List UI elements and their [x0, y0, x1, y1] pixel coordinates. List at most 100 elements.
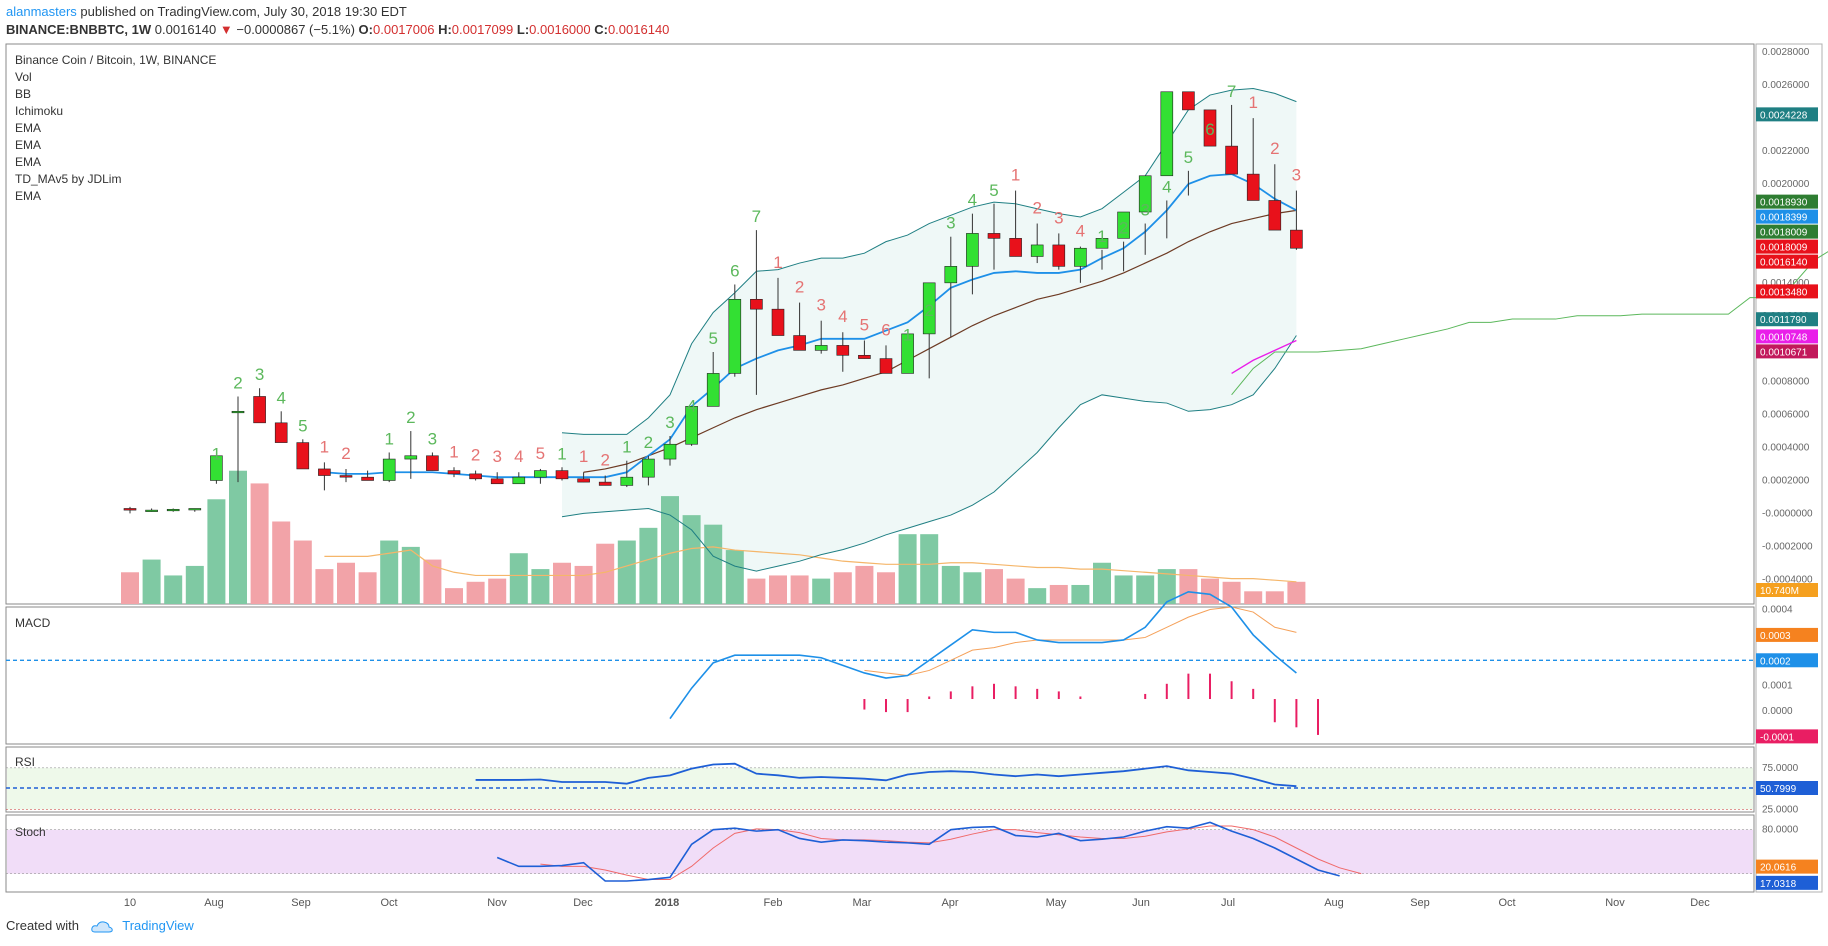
ema-slow-line	[583, 209, 1297, 473]
td-sequential-label: 3	[492, 447, 501, 466]
candle-body	[1290, 229, 1303, 249]
td-sequential-label: 5	[989, 181, 998, 200]
candle-body	[318, 468, 331, 476]
td-sequential-label: 3	[1292, 166, 1301, 185]
macd-pane	[5, 606, 1755, 745]
volume-bar	[833, 572, 852, 604]
td-sequential-label: 1	[1248, 93, 1257, 112]
td-sequential-label: 4	[1076, 222, 1085, 241]
volume-bar	[445, 588, 463, 604]
price-label: 0.0018930	[1760, 198, 1808, 209]
stoch-label: 20.0616	[1760, 863, 1797, 874]
td-sequential-label: 2	[233, 373, 242, 392]
author-link[interactable]: alanmasters	[6, 4, 77, 19]
y-axis-tick-label: -0.0002000	[1762, 541, 1813, 552]
td-sequential-label: 5	[536, 444, 545, 463]
volume-bar	[142, 559, 161, 604]
x-axis-tick-label: Mar	[853, 897, 872, 909]
x-axis-tick-label: 2018	[655, 897, 679, 909]
volume-bar	[1222, 581, 1241, 604]
price-change: −0.0000867 (−5.1%)	[236, 22, 355, 37]
candle-body	[1160, 91, 1174, 177]
stoch-label-bg	[1756, 859, 1818, 874]
candle-body	[1030, 244, 1044, 257]
x-axis-tick-label: Oct	[1498, 897, 1515, 909]
candle-body	[1074, 247, 1087, 267]
candle-body	[577, 478, 590, 483]
macd-signal-line	[864, 606, 1297, 677]
td-sequential-label: 2	[1270, 139, 1279, 158]
candle-body	[620, 476, 634, 486]
volume-bar	[1201, 578, 1219, 604]
price-label: 0.0018399	[1760, 213, 1808, 224]
volume-bar	[509, 553, 528, 604]
td-sequential-label: 1	[773, 253, 782, 272]
price-label-bg	[1756, 209, 1818, 224]
volume-bar	[639, 527, 658, 604]
price-label-bg	[1756, 224, 1818, 239]
volume-bar	[358, 572, 377, 604]
volume-bar	[337, 562, 355, 604]
y-axis-tick-label: 0.0008000	[1762, 377, 1810, 388]
volume-bar	[531, 569, 550, 604]
candle-body	[1095, 238, 1109, 249]
candle-body	[922, 282, 936, 335]
bollinger-lower-line	[561, 335, 1297, 572]
candle-body	[361, 476, 374, 481]
rsi-line	[475, 762, 1297, 788]
td-sequential-label: 3	[1054, 208, 1063, 227]
td-sequential-label: 7	[1227, 82, 1236, 101]
volume-bar	[877, 572, 895, 604]
macd-label-bg	[1756, 627, 1818, 642]
x-axis-tick-label: May	[1046, 897, 1067, 909]
low-label: L:	[516, 22, 530, 37]
tradingview-brand[interactable]: TradingView	[122, 918, 194, 933]
symbol-label[interactable]: BINANCE:BNBBTC, 1W	[6, 22, 152, 37]
candle-body	[1203, 109, 1217, 147]
candle-body	[555, 470, 569, 480]
macd-line	[669, 590, 1297, 720]
close-value: 0.0016140	[607, 22, 670, 37]
volume-bar	[250, 483, 269, 604]
x-axis-tick-label: Nov	[487, 897, 507, 909]
candle-body	[685, 406, 698, 445]
volume-bar	[229, 470, 247, 604]
stoch-band	[7, 829, 1753, 874]
indicator-legend-item: EMA	[15, 189, 41, 203]
created-with-text: Created with	[6, 918, 79, 933]
volume-bar	[985, 569, 1003, 604]
indicator-legend-item: BB	[15, 87, 31, 101]
td-sequential-label: 4	[276, 388, 285, 407]
td-sequential-label: 1	[320, 437, 329, 456]
td-sequential-label: 1	[1097, 227, 1106, 246]
rsi-label-bg	[1756, 781, 1818, 795]
macd-label: 0.0002	[1760, 656, 1791, 667]
y-axis-tick-label: 0.0020000	[1762, 179, 1810, 190]
x-axis-tick-label: Jun	[1132, 897, 1150, 909]
td-sequential-label: 3	[255, 365, 264, 384]
footer: Created with TradingView	[6, 918, 194, 934]
volume-bar	[423, 559, 442, 604]
macd-title: MACD	[15, 616, 51, 630]
volume-bar	[553, 562, 571, 604]
rsi-y-tick-label: 75.0000	[1762, 763, 1799, 774]
price-label: 0.0010748	[1760, 332, 1808, 343]
stoch-y-tick-label: 80.0000	[1762, 825, 1799, 836]
down-arrow-icon: ▼	[219, 22, 233, 37]
volume-bar	[1244, 591, 1263, 604]
td-sequential-label: 5	[708, 329, 717, 348]
candle-body	[663, 443, 677, 460]
y-axis-tick-label: 0.0004000	[1762, 443, 1810, 454]
x-axis-tick-label: Apr	[941, 897, 958, 909]
price-label-bg	[1756, 284, 1818, 299]
indicator-legend-item: EMA	[15, 121, 41, 135]
td-sequential-label: 4	[1162, 177, 1171, 196]
price-label-bg	[1756, 344, 1818, 359]
td-sequential-label: 1	[903, 326, 912, 345]
candle-body	[534, 470, 547, 478]
td-sequential-label: 3	[946, 214, 955, 233]
x-axis-tick-label: Aug	[204, 897, 224, 909]
volume-bar	[121, 572, 139, 604]
x-axis-tick-label: Dec	[573, 897, 593, 909]
